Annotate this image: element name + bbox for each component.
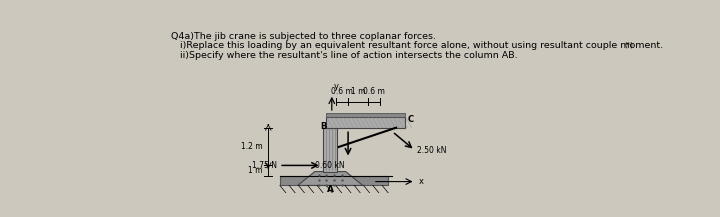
Text: Q4a)The jib crane is subjected to three coplanar forces.: Q4a)The jib crane is subjected to three … [171,32,436,41]
Text: C: C [408,115,414,124]
Text: 2.50 kN: 2.50 kN [417,146,446,156]
Bar [280,176,388,186]
Text: 0.6 m: 0.6 m [331,87,354,96]
Text: i)Replace this loading by an equivalent resultant force alone, without using res: i)Replace this loading by an equivalent … [171,41,664,50]
Text: 0.60 kN: 0.60 kN [315,161,344,170]
Text: (*): (*) [625,41,634,48]
Text: x: x [418,177,423,186]
Bar [323,128,337,172]
Polygon shape [297,172,363,186]
Text: 0.6 m: 0.6 m [363,87,385,96]
Text: B: B [320,122,327,131]
Text: A: A [327,185,334,194]
Text: ii)Specify where the resultant's line of action intersects the column AB.: ii)Specify where the resultant's line of… [171,51,518,60]
Text: y: y [334,82,339,92]
Text: 1.2 m: 1.2 m [241,142,263,151]
Text: 1 m: 1 m [248,166,263,175]
Text: 1.75 N: 1.75 N [252,161,276,170]
Text: 1 m: 1 m [351,87,366,96]
Bar [326,117,405,128]
Bar [326,113,405,117]
